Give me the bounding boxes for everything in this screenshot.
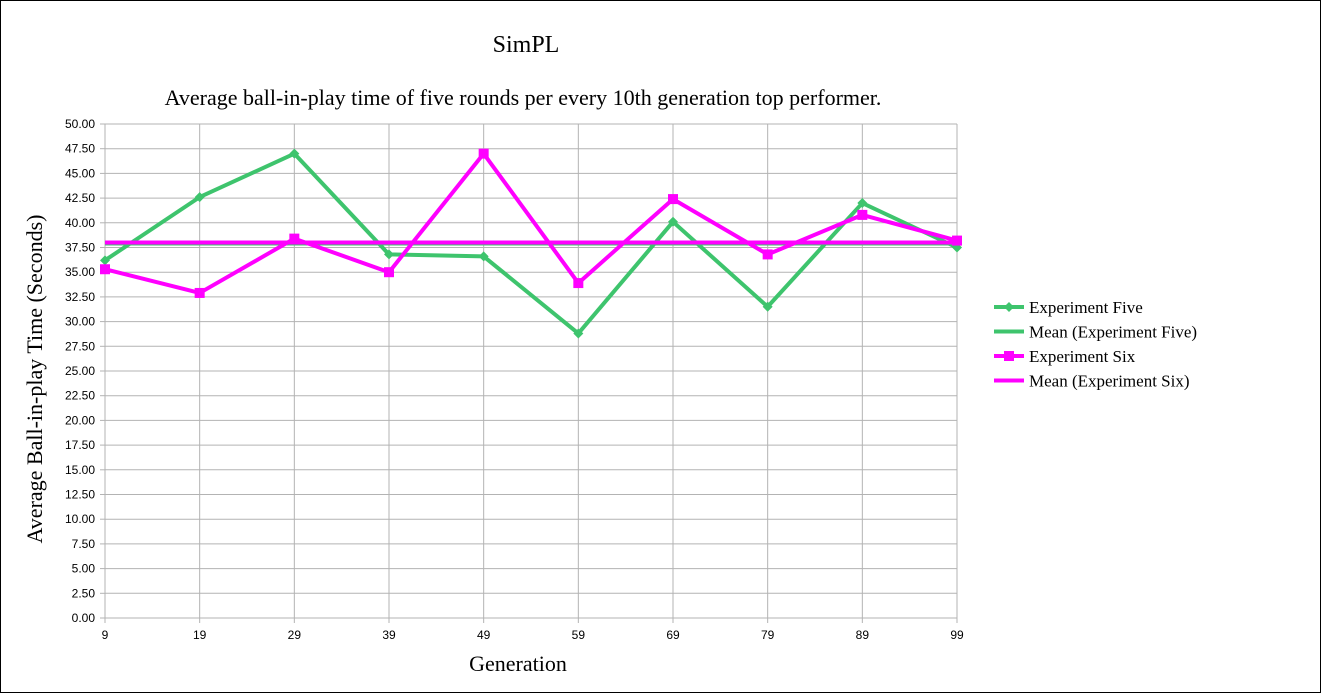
data-point: [762, 301, 773, 312]
data-point: [762, 249, 773, 260]
data-point: [573, 278, 584, 289]
x-tick-label: 99: [950, 628, 964, 642]
y-tick-label: 0.00: [72, 611, 96, 625]
data-point: [100, 264, 110, 275]
series-group: [100, 148, 962, 339]
data-point: [668, 194, 678, 205]
series-line: [103, 151, 958, 336]
chart-subtitle: Average ball-in-play time of five rounds…: [165, 85, 882, 110]
y-tick-label: 12.50: [65, 488, 95, 502]
data-point: [289, 233, 300, 244]
y-tick-label: 45.00: [65, 166, 95, 180]
x-tick-label: 59: [572, 628, 586, 642]
legend: Experiment Five Mean (Experiment Five) Exp…: [994, 298, 1197, 391]
legend-swatch-marker: [1004, 351, 1014, 361]
y-tick-label: 10.00: [65, 512, 95, 526]
chart-title: SimPL: [493, 32, 560, 58]
y-tick-label: 25.00: [65, 364, 95, 378]
y-tick-label: 37.50: [65, 241, 95, 255]
data-point: [194, 192, 205, 203]
y-axis-label: Average Ball-in-play Time (Seconds): [22, 215, 47, 544]
legend-label: Mean (Experiment Six): [1029, 372, 1190, 391]
y-tick-label: 40.00: [65, 216, 95, 230]
y-tick-label: 20.00: [65, 413, 95, 427]
y-tick-label: 15.00: [65, 463, 95, 477]
data-point: [384, 267, 394, 278]
series-experiment-six: [100, 148, 962, 298]
data-point: [478, 251, 489, 262]
x-tick-label: 69: [666, 628, 680, 642]
y-tick-label: 5.00: [72, 562, 96, 576]
grid: [104, 123, 958, 619]
data-point: [289, 148, 300, 159]
x-tick-label: 49: [477, 628, 491, 642]
legend-label: Experiment Six: [1029, 347, 1136, 366]
y-tick-label: 22.50: [65, 389, 95, 403]
y-tick-label: 32.50: [65, 290, 95, 304]
y-tick-label: 27.50: [65, 339, 95, 353]
x-tick-label: 29: [288, 628, 302, 642]
data-point: [478, 148, 489, 159]
x-tick-label: 39: [382, 628, 396, 642]
y-tick-label: 30.00: [65, 315, 95, 329]
x-tick-label: 19: [193, 628, 207, 642]
x-tick-label: 89: [856, 628, 870, 642]
y-tick-label: 42.50: [65, 191, 95, 205]
y-tick-label: 17.50: [65, 438, 95, 452]
data-point: [668, 216, 678, 227]
legend-entry: Experiment Six: [994, 347, 1136, 366]
y-tick-label: 35.00: [65, 265, 95, 279]
legend-entry: Experiment Five: [994, 298, 1143, 317]
legend-entry: Mean (Experiment Six): [994, 372, 1190, 391]
axes: 0.00 2.50 5.00 7.50 10.00 12.50 15.00 17.50 20.0…: [65, 117, 964, 642]
y-tick-label: 2.50: [72, 586, 96, 600]
y-tick-label: 50.00: [65, 117, 95, 131]
x-tick-label: 79: [761, 628, 775, 642]
data-point: [857, 209, 868, 220]
series-line: [104, 151, 958, 295]
data-point: [100, 255, 110, 266]
y-tick-label: 7.50: [72, 537, 96, 551]
y-tick-label: 47.50: [65, 142, 95, 156]
x-axis-label: Generation: [469, 651, 567, 676]
data-point: [573, 328, 584, 339]
legend-entry: Mean (Experiment Five): [994, 323, 1197, 342]
x-tick-label: 9: [102, 628, 109, 642]
data-point: [384, 249, 394, 260]
legend-swatch-marker: [1004, 302, 1014, 312]
legend-label: Mean (Experiment Five): [1029, 323, 1197, 342]
legend-label: Experiment Five: [1029, 298, 1143, 317]
data-point: [194, 287, 205, 298]
data-point: [857, 198, 868, 209]
